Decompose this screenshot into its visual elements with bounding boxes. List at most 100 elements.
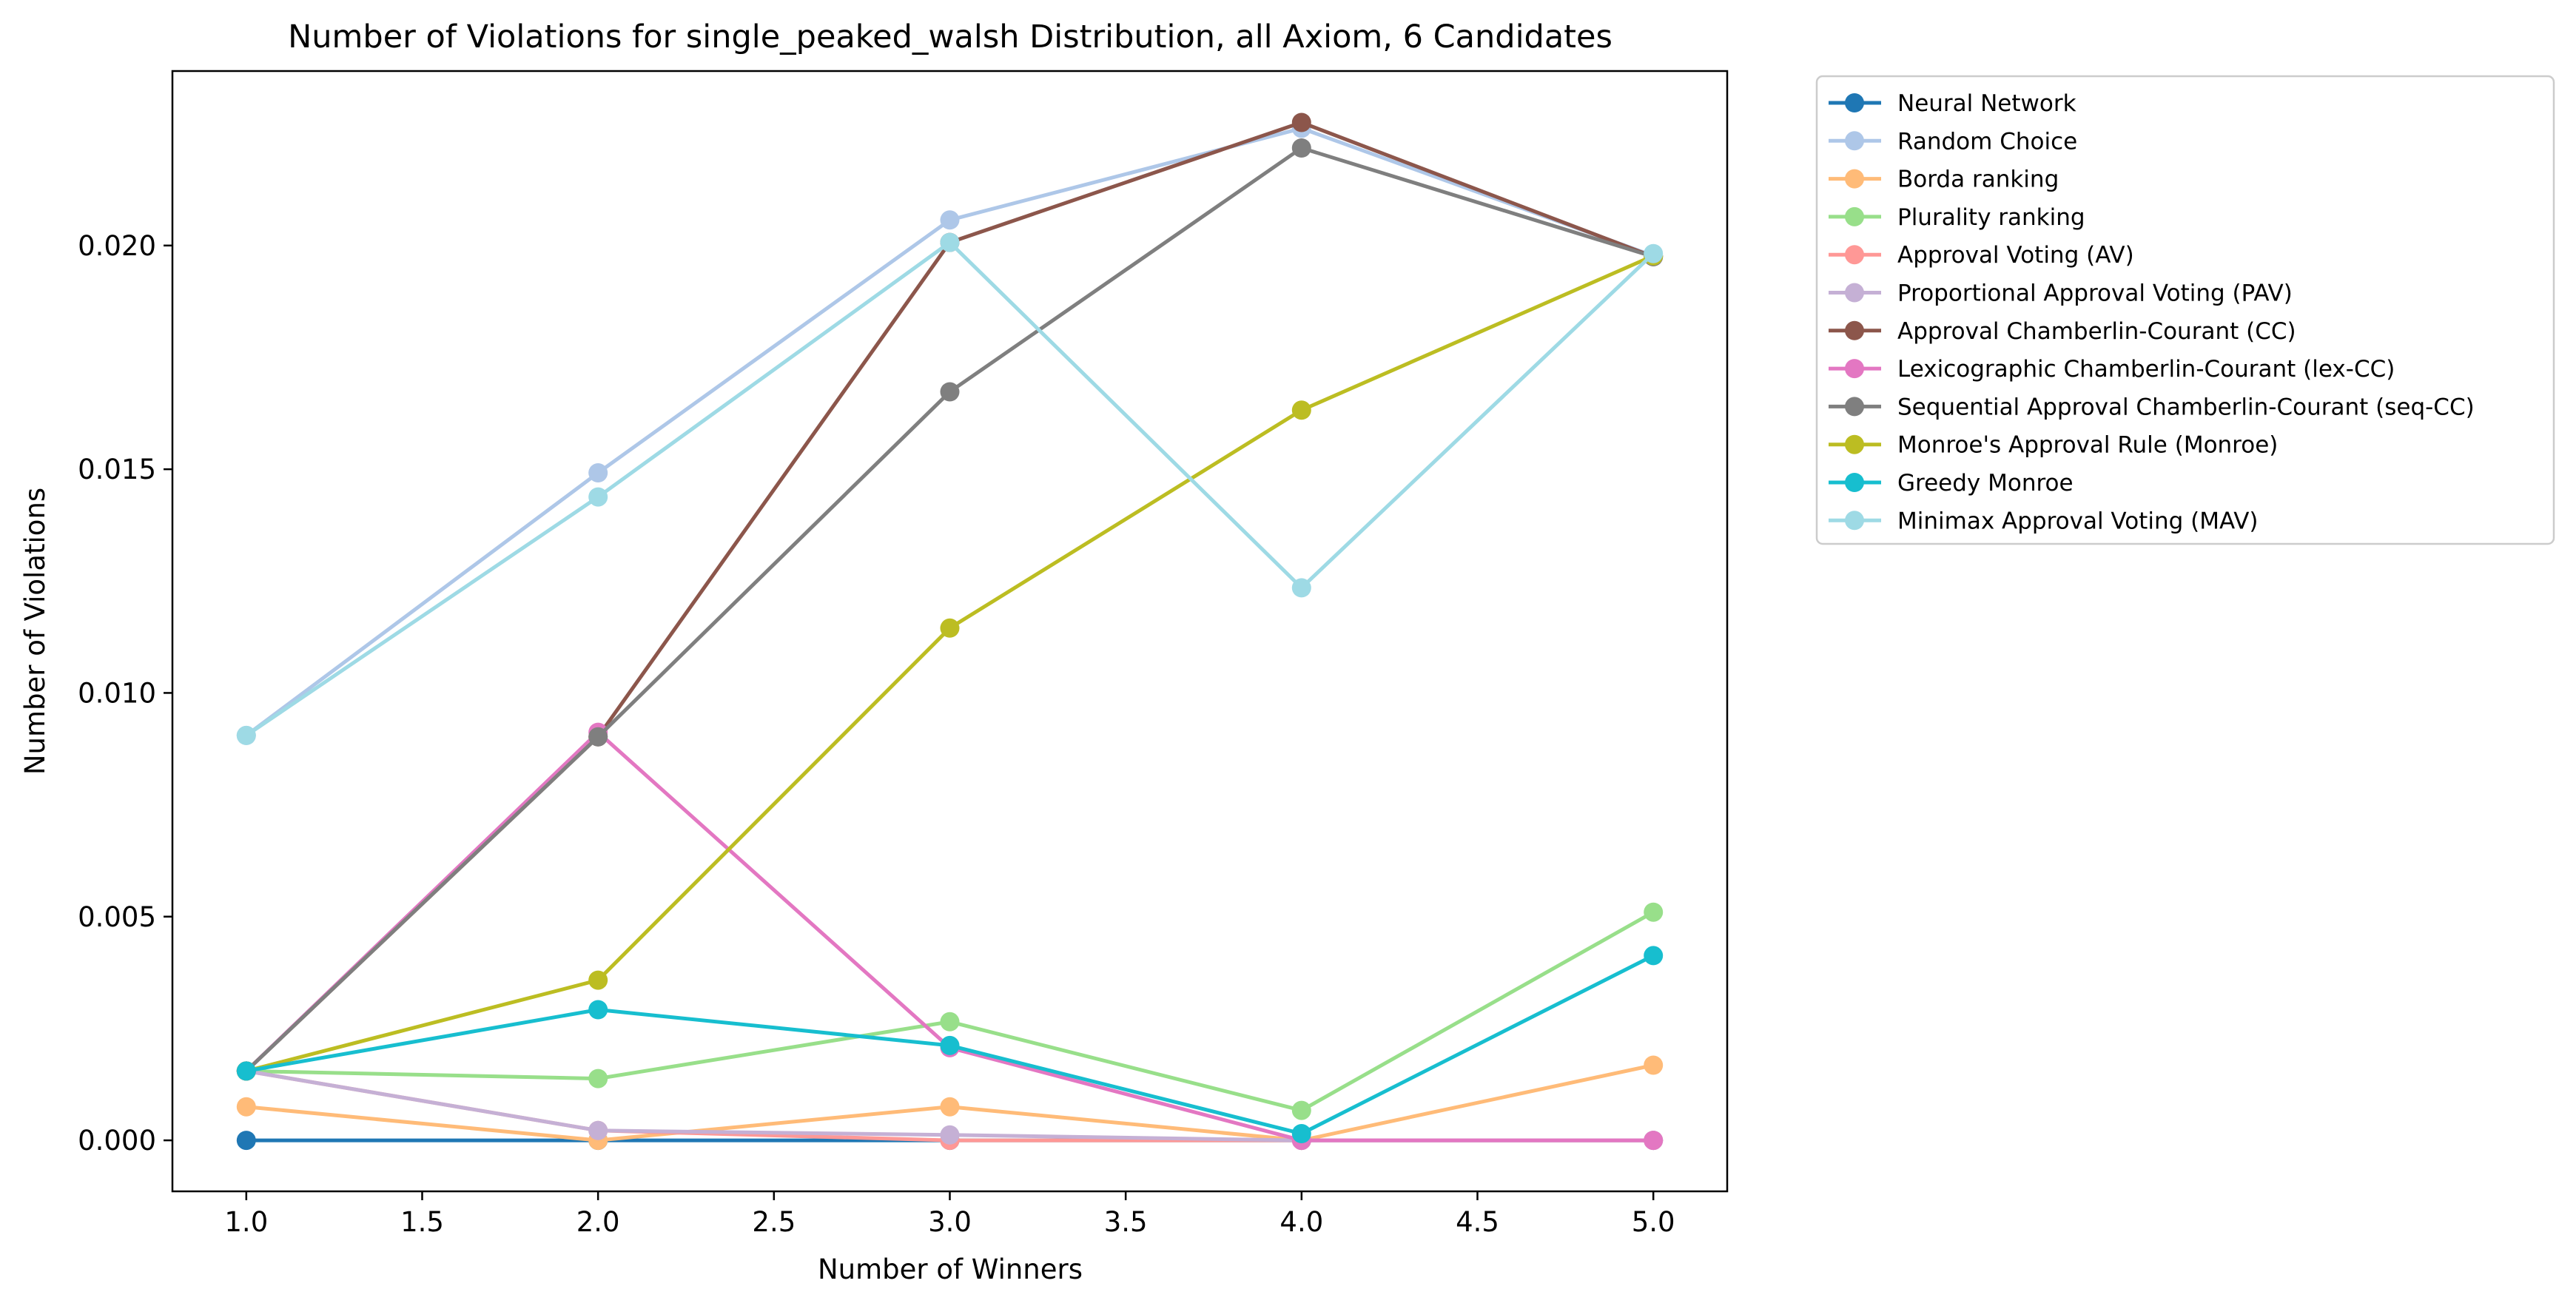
legend-item: Minimax Approval Voting (MAV) <box>1829 508 2259 534</box>
legend-label: Borda ranking <box>1897 166 2059 193</box>
series-lexicographic-chamberlin-courant-lex-cc <box>236 722 1664 1151</box>
data-point <box>1291 578 1311 598</box>
series-line <box>244 121 1655 1073</box>
y-tick-label: 0.000 <box>78 1125 156 1157</box>
legend-item: Neural Network <box>1829 90 2076 117</box>
legend-item: Greedy Monroe <box>1829 470 2074 497</box>
series-minimax-approval-voting-mav <box>236 232 1664 745</box>
legend-marker <box>1845 473 1864 492</box>
data-point <box>1291 1124 1311 1143</box>
legend-label: Approval Voting (AV) <box>1897 242 2134 269</box>
legend-marker <box>1845 283 1864 303</box>
x-tick-label: 4.5 <box>1456 1206 1499 1238</box>
legend-label: Greedy Monroe <box>1897 470 2074 497</box>
legend-label: Approval Chamberlin-Courant (CC) <box>1897 318 2296 345</box>
x-tick-label: 3.0 <box>928 1206 972 1238</box>
data-point <box>1291 1100 1311 1120</box>
legend-item: Monroe's Approval Rule (Monroe) <box>1829 432 2278 459</box>
data-point <box>1644 1055 1664 1075</box>
x-tick-label: 3.5 <box>1104 1206 1148 1238</box>
data-point <box>236 1097 256 1117</box>
data-point <box>940 382 960 402</box>
series-sequential-approval-chamberlin-courant-seq-cc <box>236 138 1664 1081</box>
y-tick-label: 0.005 <box>78 901 156 933</box>
data-point <box>588 463 608 482</box>
data-point <box>1291 400 1311 420</box>
series-line <box>244 240 1655 738</box>
data-point <box>236 1061 256 1081</box>
y-tick-label: 0.015 <box>78 454 156 485</box>
data-point <box>940 1125 960 1145</box>
legend-marker <box>1845 93 1864 112</box>
chart-title: Number of Violations for single_peaked_w… <box>288 18 1612 55</box>
y-axis: 0.000 0.005 0.010 0.015 0.020 <box>78 230 172 1157</box>
legend-marker <box>1845 397 1864 417</box>
legend-marker <box>1845 320 1864 340</box>
series-monroe-s-approval-rule-monroe <box>236 246 1664 1081</box>
data-point <box>1291 112 1311 132</box>
legend-label: Sequential Approval Chamberlin-Courant (… <box>1897 394 2475 420</box>
plot-area <box>236 112 1664 1151</box>
series-line <box>244 254 1655 1073</box>
x-axis-label: Number of Winners <box>818 1254 1083 1285</box>
legend: Neural Network Random Choice Borda ranking… <box>1815 75 2555 545</box>
legend-label: Proportional Approval Voting (PAV) <box>1897 280 2293 307</box>
data-point <box>588 1000 608 1020</box>
legend-item: Approval Chamberlin-Courant (CC) <box>1829 318 2296 345</box>
legend-item: Random Choice <box>1829 128 2077 155</box>
data-point <box>1644 902 1664 922</box>
legend-marker <box>1845 245 1864 265</box>
legend-label: Random Choice <box>1897 128 2077 155</box>
legend-item: Approval Voting (AV) <box>1829 242 2134 269</box>
data-point <box>1644 1131 1664 1151</box>
legend-marker <box>1845 206 1864 226</box>
series-random-choice <box>236 118 1664 745</box>
legend-label: Neural Network <box>1897 90 2076 117</box>
data-point <box>940 232 960 252</box>
y-axis-label: Number of Violations <box>19 488 51 775</box>
series-plurality-ranking <box>236 902 1664 1120</box>
x-tick-label: 2.5 <box>752 1206 796 1238</box>
data-point <box>1644 946 1664 966</box>
data-point <box>588 727 608 747</box>
legend-marker <box>1845 511 1864 531</box>
legend-label: Monroe's Approval Rule (Monroe) <box>1897 432 2278 459</box>
legend-marker <box>1845 434 1864 454</box>
data-point <box>236 725 256 745</box>
legend-item: Sequential Approval Chamberlin-Courant (… <box>1829 394 2475 420</box>
data-point <box>1644 243 1664 263</box>
data-point <box>588 1069 608 1088</box>
x-tick-label: 5.0 <box>1632 1206 1675 1238</box>
x-tick-label: 1.5 <box>400 1206 444 1238</box>
series-line <box>244 730 1655 1143</box>
legend-marker <box>1845 359 1864 379</box>
y-tick-label: 0.010 <box>78 677 156 709</box>
data-point <box>236 1131 256 1151</box>
series-line <box>244 146 1655 1073</box>
data-point <box>1291 138 1311 158</box>
data-point <box>588 1120 608 1140</box>
data-point <box>940 1035 960 1055</box>
data-point <box>940 618 960 638</box>
legend-frame <box>1815 75 2555 545</box>
series-greedy-monroe <box>236 946 1664 1143</box>
legend-marker <box>1845 169 1864 189</box>
legend-label: Lexicographic Chamberlin-Courant (lex-CC… <box>1897 356 2395 383</box>
data-point <box>940 210 960 230</box>
legend-marker <box>1845 131 1864 151</box>
legend-label: Plurality ranking <box>1897 204 2085 231</box>
data-point <box>940 1097 960 1117</box>
x-tick-label: 1.0 <box>224 1206 268 1238</box>
data-point <box>588 970 608 990</box>
legend-item: Borda ranking <box>1829 166 2059 193</box>
y-tick-label: 0.020 <box>78 230 156 262</box>
x-axis: 1.0 1.5 2.0 2.5 3.0 3.5 4.0 4.5 5.0 <box>224 1191 1675 1238</box>
data-point <box>940 1012 960 1032</box>
legend-item: Plurality ranking <box>1829 204 2085 231</box>
x-tick-label: 4.0 <box>1279 1206 1323 1238</box>
legend-item: Lexicographic Chamberlin-Courant (lex-CC… <box>1829 356 2395 383</box>
series-line <box>244 910 1655 1113</box>
data-point <box>588 487 608 507</box>
legend-item: Proportional Approval Voting (PAV) <box>1829 280 2293 307</box>
